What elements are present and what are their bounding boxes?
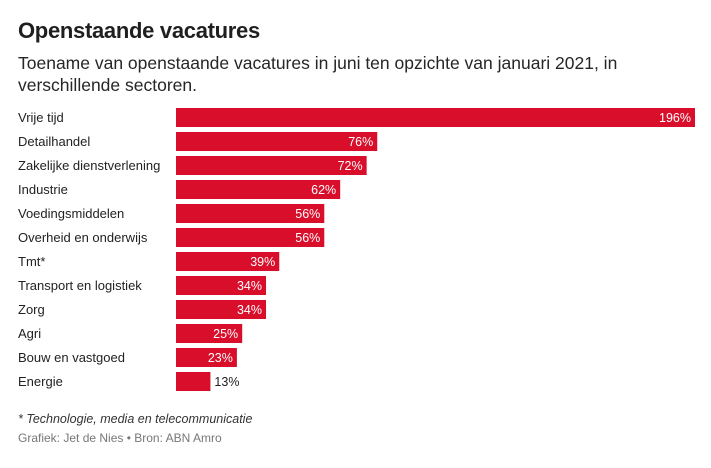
- value-label: 25%: [213, 327, 238, 341]
- value-label: 62%: [311, 183, 336, 197]
- value-label: 72%: [338, 159, 363, 173]
- bar: [176, 108, 695, 127]
- bar: [176, 324, 243, 343]
- category-label: Agri: [18, 326, 41, 341]
- credits: Grafiek: Jet de Nies • Bron: ABN Amro: [18, 431, 222, 445]
- category-label: Zakelijke dienstverlening: [18, 158, 160, 173]
- bar: [176, 156, 367, 175]
- value-label: 34%: [237, 279, 262, 293]
- value-label: 39%: [250, 255, 275, 269]
- value-label: 56%: [295, 207, 320, 221]
- bar-chart: Vrije tijd 196% Detailhandel 76% Zakelijke d…: [18, 108, 695, 391]
- bar: [176, 372, 211, 391]
- category-label: Tmt*: [18, 254, 45, 269]
- footnote: * Technologie, media en telecommunicatie: [18, 412, 253, 426]
- bar: [176, 204, 325, 223]
- value-label: 13%: [214, 375, 239, 389]
- category-label: Bouw en vastgoed: [18, 350, 125, 365]
- category-label: Vrije tijd: [18, 110, 64, 125]
- category-label: Detailhandel: [18, 134, 90, 149]
- category-label: Industrie: [18, 182, 68, 197]
- bar: [176, 252, 280, 271]
- category-label: Energie: [18, 374, 63, 389]
- value-label: 76%: [348, 135, 373, 149]
- bar: [176, 228, 325, 247]
- bar: [176, 276, 267, 295]
- value-label: 23%: [208, 351, 233, 365]
- category-label: Voedingsmiddelen: [18, 206, 124, 221]
- value-label: 34%: [237, 303, 262, 317]
- category-label: Zorg: [18, 302, 45, 317]
- value-label: 56%: [295, 231, 320, 245]
- bar: [176, 348, 237, 367]
- bar: [176, 300, 267, 319]
- bar: [176, 180, 341, 199]
- chart-title: Openstaande vacatures: [18, 18, 260, 43]
- category-label: Transport en logistiek: [18, 278, 142, 293]
- category-label: Overheid en onderwijs: [18, 230, 148, 245]
- value-label: 196%: [659, 111, 691, 125]
- bar: [176, 132, 378, 151]
- chart-subtitle: Toename van openstaande vacatures in jun…: [18, 53, 618, 95]
